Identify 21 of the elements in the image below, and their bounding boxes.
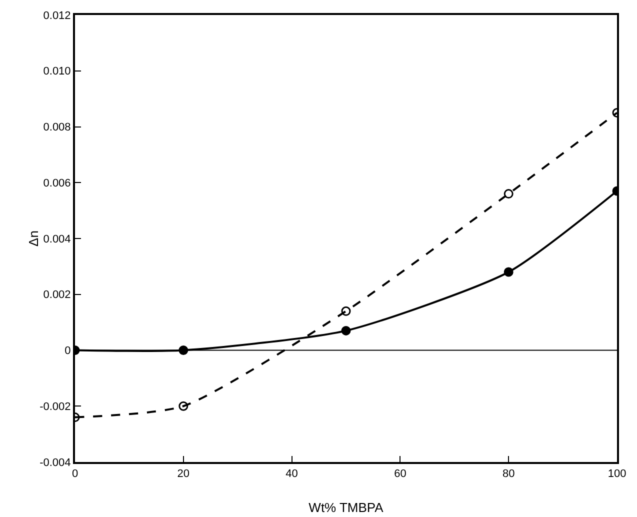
x-tick-label: 100 [608, 468, 626, 480]
y-tick-label: 0.002 [43, 289, 71, 302]
y-tick-label: 0.010 [43, 66, 71, 78]
point [341, 306, 351, 316]
x-tick-label: 20 [177, 468, 190, 480]
point [341, 326, 351, 336]
y-tick-label: 0.004 [43, 233, 71, 246]
y-tick-label: -0.004 [40, 456, 71, 469]
x-tick-label: 80 [502, 468, 515, 480]
y-tick-label: 0.012 [43, 10, 71, 22]
point [504, 189, 514, 199]
point [504, 267, 514, 277]
y-tick-label: 0.006 [43, 177, 71, 190]
y-tick-label: -0.002 [40, 400, 71, 413]
point [178, 401, 188, 411]
x-axis-title: Wt% TMBPA [308, 500, 384, 515]
x-tick-label: 60 [394, 468, 406, 480]
x-tick-label: 40 [286, 468, 298, 480]
y-tick-label: 0 [64, 345, 71, 358]
y-axis-title: Δn [26, 230, 41, 246]
y-tick-label: 0.008 [43, 122, 71, 134]
